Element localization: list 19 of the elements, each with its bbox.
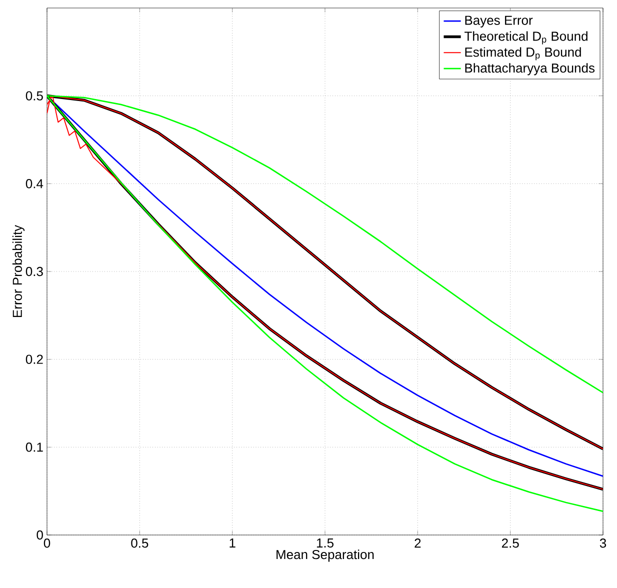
legend-label: Bhattacharyya Bounds xyxy=(465,63,595,76)
x-tick-label: 1 xyxy=(230,538,236,548)
x-axis-title: Mean Separation xyxy=(276,550,374,562)
x-tick-label: 2 xyxy=(414,538,421,548)
y-axis-title: Error Probability xyxy=(12,224,25,318)
y-tick-label: 0 xyxy=(36,530,43,540)
y-tick-label: 0.2 xyxy=(26,354,43,364)
x-tick-label: 0 xyxy=(44,538,50,548)
y-tick-label: 0.3 xyxy=(26,266,43,276)
x-tick-label: 1.5 xyxy=(316,538,334,548)
y-tick-label: 0.5 xyxy=(26,91,43,100)
x-tick-label: 3 xyxy=(600,538,606,548)
x-tick-label: 0.5 xyxy=(131,538,148,548)
legend-label: Bayes Error xyxy=(465,16,533,28)
legend-label: Theoretical D$_{p}$ Bound xyxy=(464,31,588,44)
legend-label: Estimated D$_{p}$ Bound xyxy=(465,47,581,60)
y-tick-label: 0.1 xyxy=(26,442,43,452)
y-tick-label: 0.4 xyxy=(26,179,44,188)
x-tick-label: 2.5 xyxy=(502,538,519,548)
